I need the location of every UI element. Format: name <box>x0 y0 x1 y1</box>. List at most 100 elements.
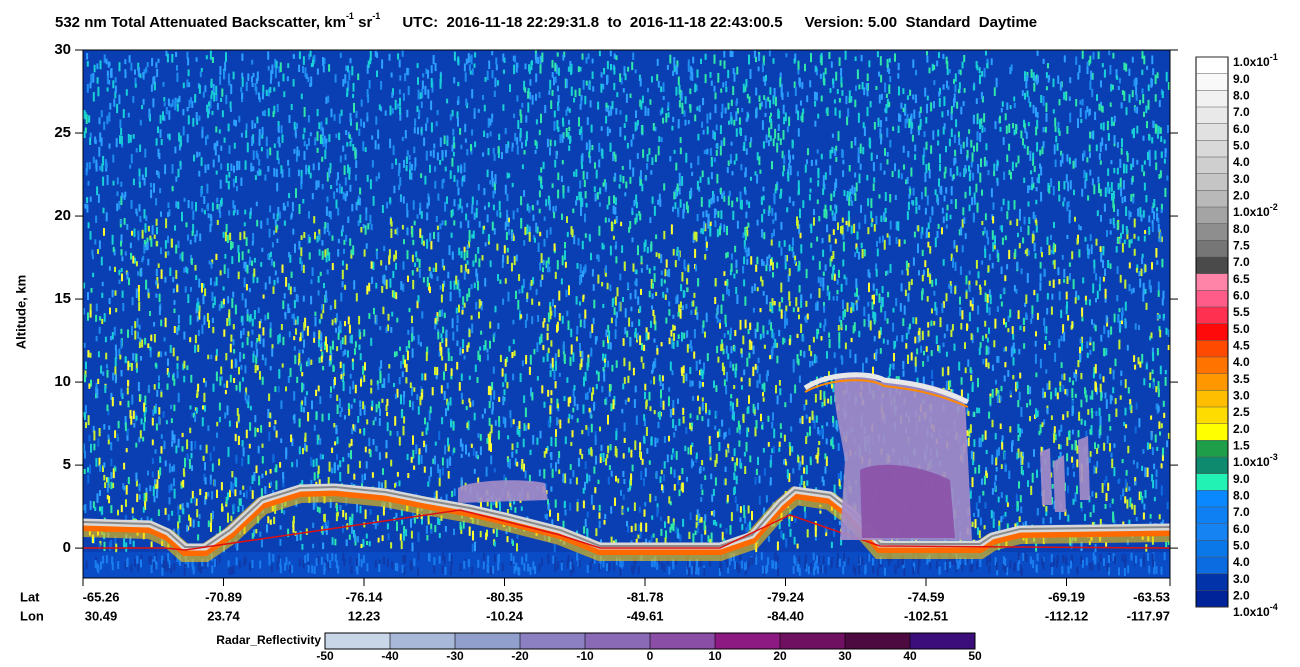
curtain-texture <box>846 194 849 201</box>
curtain-texture <box>498 416 501 424</box>
curtain-texture <box>432 149 435 158</box>
curtain-texture <box>400 361 402 369</box>
curtain-texture <box>259 371 261 380</box>
curtain-texture <box>613 307 616 315</box>
curtain-texture <box>402 425 405 436</box>
curtain-texture <box>1006 154 1009 162</box>
curtain-texture <box>604 353 607 361</box>
curtain-texture <box>119 119 122 128</box>
curtain-texture <box>1103 203 1106 212</box>
curtain-texture <box>446 458 449 469</box>
curtain-texture <box>421 235 424 245</box>
curtain-texture <box>714 278 717 287</box>
curtain-texture <box>301 543 304 550</box>
curtain-texture <box>513 498 516 505</box>
curtain-texture <box>1013 200 1016 210</box>
curtain-texture <box>630 449 633 458</box>
curtain-texture <box>831 436 834 447</box>
curtain-texture <box>114 357 117 367</box>
curtain-texture <box>783 116 786 125</box>
curtain-texture <box>245 130 248 138</box>
curtain-texture <box>954 261 957 271</box>
curtain-texture <box>1065 174 1068 183</box>
curtain-texture <box>1116 75 1119 80</box>
curtain-texture <box>238 366 240 375</box>
curtain-texture <box>1058 130 1061 136</box>
curtain-texture <box>1011 442 1013 453</box>
curtain-texture <box>138 168 141 177</box>
curtain-texture <box>144 167 147 177</box>
curtain-texture <box>955 119 958 128</box>
curtain-texture <box>284 312 287 320</box>
curtain-texture <box>451 109 454 117</box>
curtain-texture <box>101 318 104 325</box>
curtain-texture <box>150 541 153 548</box>
curtain-texture <box>992 519 995 528</box>
curtain-texture <box>1001 237 1004 245</box>
curtain-texture <box>1019 495 1022 503</box>
curtain-texture <box>1031 233 1034 244</box>
curtain-texture <box>553 543 556 553</box>
curtain-texture <box>1151 262 1153 270</box>
curtain-texture <box>913 109 916 119</box>
curtain-texture <box>1053 500 1056 510</box>
curtain-texture <box>1078 411 1081 421</box>
curtain-texture <box>1076 485 1078 495</box>
curtain-texture <box>560 175 563 183</box>
curtain-texture <box>1165 71 1168 82</box>
curtain-texture <box>1053 426 1056 433</box>
curtain-texture <box>645 538 648 543</box>
curtain-texture <box>396 227 399 236</box>
curtain-texture <box>613 82 616 91</box>
curtain-texture <box>322 542 325 550</box>
curtain-texture <box>264 357 267 366</box>
curtain-texture <box>357 73 360 81</box>
curtain-texture <box>587 427 590 436</box>
curtain-texture <box>385 279 388 290</box>
curtain-texture <box>923 131 926 138</box>
curtain-texture <box>399 196 402 203</box>
curtain-texture <box>589 100 592 108</box>
curtain-texture <box>551 519 554 528</box>
curtain-texture <box>1018 516 1021 523</box>
curtain-texture <box>131 230 133 236</box>
curtain-texture <box>579 180 582 189</box>
curtain-texture <box>736 66 739 75</box>
curtain-texture <box>784 458 787 465</box>
curtain-texture <box>628 447 630 453</box>
curtain-texture <box>1018 213 1021 221</box>
curtain-texture <box>683 332 686 339</box>
curtain-texture <box>293 346 296 351</box>
curtain-texture <box>585 203 588 208</box>
curtain-texture <box>615 108 618 115</box>
curtain-texture <box>736 294 739 304</box>
curtain-texture <box>1152 120 1155 128</box>
curtain-texture <box>280 400 283 409</box>
curtain-texture <box>1023 343 1026 349</box>
curtain-texture <box>465 406 468 411</box>
curtain-texture <box>1000 385 1003 392</box>
curtain-texture <box>1039 273 1042 282</box>
curtain-texture <box>122 303 125 312</box>
curtain-texture <box>322 64 325 73</box>
curtain-texture <box>399 97 401 107</box>
curtain-texture <box>635 538 638 544</box>
curtain-texture <box>272 490 275 495</box>
curtain-texture <box>313 54 316 63</box>
curtain-texture <box>549 363 552 369</box>
curtain-texture <box>417 532 420 542</box>
curtain-texture <box>249 256 252 263</box>
curtain-texture <box>1128 284 1131 292</box>
curtain-texture <box>730 327 732 335</box>
curtain-texture <box>538 208 541 214</box>
curtain-texture <box>852 325 855 334</box>
curtain-texture <box>927 162 930 171</box>
curtain-texture <box>1114 398 1117 405</box>
curtain-texture <box>756 219 759 226</box>
curtain-texture <box>849 188 852 195</box>
curtain-texture <box>396 431 399 437</box>
curtain-texture <box>222 286 225 291</box>
curtain-texture <box>778 441 781 447</box>
curtain-texture <box>724 431 727 438</box>
curtain-texture <box>579 351 582 358</box>
